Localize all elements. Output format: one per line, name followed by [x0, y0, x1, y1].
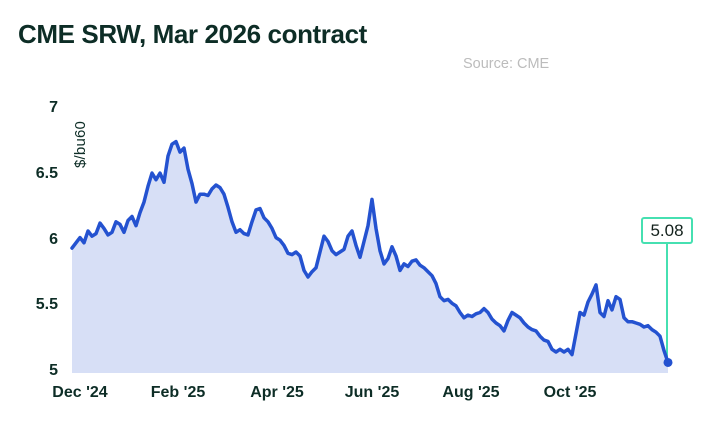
- y-tick-label: 7: [49, 99, 58, 116]
- price-line: [70, 139, 670, 365]
- x-tick-label: Dec '24: [52, 384, 108, 401]
- y-tick-label: 6.5: [35, 164, 58, 182]
- x-tick-label: Oct '25: [543, 384, 597, 401]
- y-tick-label: 5: [49, 362, 58, 379]
- last-point-marker: [663, 357, 673, 367]
- last-price-value: 5.08: [650, 220, 684, 240]
- y-tick-label: 5.5: [35, 296, 58, 314]
- chart-title: CME SRW, Mar 2026 contract: [18, 19, 367, 49]
- x-tick-label: Jun '25: [344, 384, 400, 401]
- y-tick-label: 6: [49, 230, 58, 248]
- last-price-callout: 5.08: [641, 217, 693, 244]
- x-tick-label: Aug '25: [442, 384, 500, 401]
- x-tick-label: Apr '25: [250, 384, 304, 401]
- source-note: Source: CME: [463, 56, 550, 72]
- price-area-fill: [72, 141, 668, 373]
- x-tick-label: Feb '25: [150, 384, 206, 401]
